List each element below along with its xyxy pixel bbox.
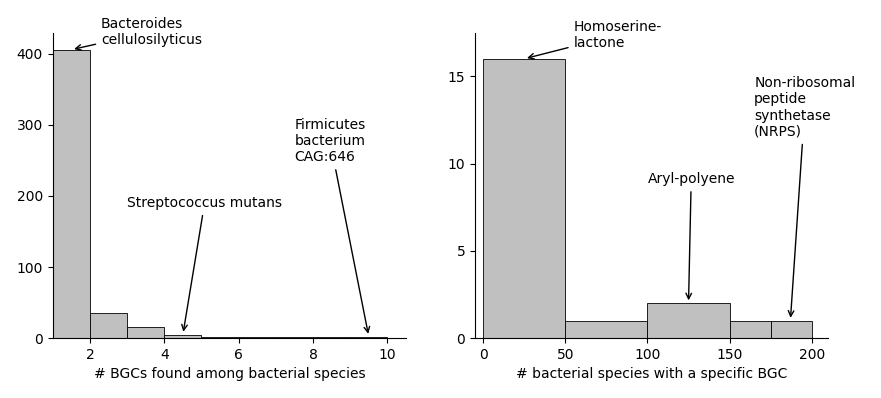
X-axis label: # BGCs found among bacterial species: # BGCs found among bacterial species — [93, 367, 365, 381]
Text: Homoserine-
lactone: Homoserine- lactone — [529, 20, 662, 59]
Bar — [648, 303, 729, 338]
Bar — [202, 337, 239, 338]
Bar — [164, 334, 202, 338]
Text: Streptococcus mutans: Streptococcus mutans — [127, 196, 282, 330]
Text: Non-ribosomal
peptide
synthetase
(NRPS): Non-ribosomal peptide synthetase (NRPS) — [754, 76, 855, 316]
Bar — [729, 321, 771, 338]
Bar — [53, 50, 90, 338]
Text: Bacteroides
cellulosilyticus: Bacteroides cellulosilyticus — [76, 17, 202, 50]
Bar — [771, 321, 811, 338]
Bar — [566, 321, 648, 338]
Text: Firmicutes
bacterium
CAG:646: Firmicutes bacterium CAG:646 — [294, 118, 370, 332]
Bar — [127, 328, 164, 338]
X-axis label: # bacterial species with a specific BGC: # bacterial species with a specific BGC — [516, 367, 788, 381]
Bar — [90, 313, 127, 338]
Text: Aryl-polyene: Aryl-polyene — [648, 172, 735, 299]
Bar — [483, 59, 566, 338]
